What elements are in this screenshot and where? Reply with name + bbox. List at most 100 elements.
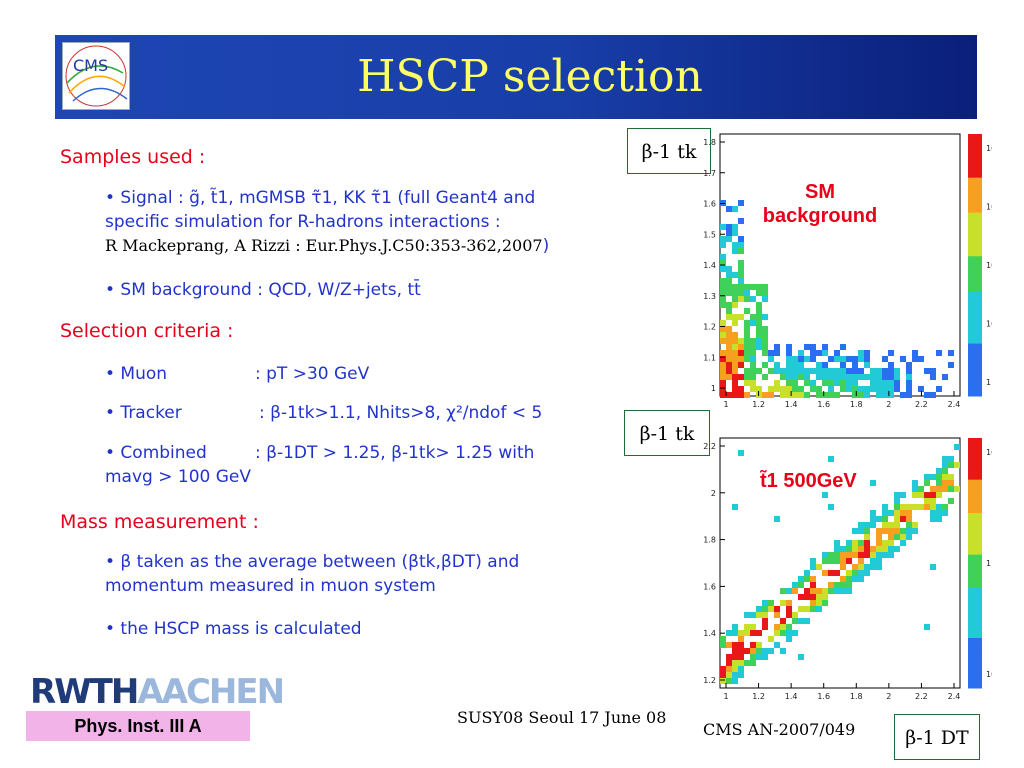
top-plot-colorbar-cell	[968, 369, 982, 380]
bottom-histogram-cell	[720, 672, 726, 678]
bottom-plot-colorbar-cell	[968, 546, 982, 556]
top-histogram-cell	[912, 356, 918, 362]
top-histogram-cell	[918, 386, 924, 392]
bottom-histogram-cell	[810, 606, 816, 612]
bottom-plot-colorbar-cell	[968, 496, 982, 506]
bottom-histogram-cell	[720, 666, 726, 672]
top-histogram-cell	[762, 326, 768, 332]
top-histogram-cell	[858, 374, 864, 380]
top-histogram-cell	[750, 350, 756, 356]
bottom-histogram-cell	[834, 552, 840, 558]
bottom-histogram-cell	[774, 612, 780, 618]
combined-label: • Combined	[105, 443, 207, 463]
bottom-histogram-cell	[888, 552, 894, 558]
top-histogram-cell	[720, 392, 726, 398]
top-plot-z-tick: 10⁴	[986, 144, 992, 153]
bottom-histogram-cell	[948, 480, 954, 486]
bottom-histogram-cell	[798, 594, 804, 600]
top-histogram-cell	[834, 356, 840, 362]
bottom-histogram-cell	[936, 510, 942, 516]
bottom-histogram-cell	[726, 654, 732, 660]
bottom-histogram-cell	[882, 504, 888, 510]
top-histogram-cell	[726, 332, 732, 338]
top-histogram-cell	[828, 356, 834, 362]
bottom-histogram-cell	[840, 582, 846, 588]
bottom-histogram-cell	[810, 600, 816, 606]
bottom-histogram-cell	[864, 570, 870, 576]
combined-line2: mavg > 100 GeV	[105, 467, 251, 487]
top-histogram-cell	[864, 362, 870, 368]
bottom-histogram-cell	[882, 516, 888, 522]
top-histogram-cell	[732, 332, 738, 338]
bottom-histogram-cell	[924, 480, 930, 486]
bottom-histogram-cell	[786, 630, 792, 636]
top-histogram-cell	[744, 380, 750, 386]
bottom-histogram-cell	[912, 528, 918, 534]
bottom-histogram-cell	[924, 504, 930, 510]
top-histogram-cell	[738, 344, 744, 350]
top-histogram-cell	[720, 362, 726, 368]
top-histogram-cell	[732, 242, 738, 248]
bottom-histogram-cell	[804, 606, 810, 612]
bottom-histogram-cell	[906, 528, 912, 534]
top-histogram-cell	[720, 338, 726, 344]
bottom-histogram-cell	[768, 648, 774, 654]
top-plot-y-tick: 1	[711, 384, 716, 393]
top-histogram-cell	[726, 224, 732, 230]
top-histogram-cell	[822, 392, 828, 398]
bottom-histogram-cell	[930, 492, 936, 498]
top-histogram-cell	[720, 374, 726, 380]
title-banner	[55, 35, 977, 119]
top-histogram-cell	[864, 350, 870, 356]
bottom-histogram-cell	[900, 492, 906, 498]
bottom-histogram-cell	[936, 486, 942, 492]
bottom-histogram-cell	[828, 570, 834, 576]
bottom-histogram-cell	[900, 534, 906, 540]
bottom-histogram-cell	[822, 558, 828, 564]
top-histogram-cell	[726, 308, 732, 314]
bottom-histogram-cell	[798, 618, 804, 624]
top-histogram-cell	[762, 362, 768, 368]
top-histogram-cell	[726, 392, 732, 398]
top-histogram-cell	[726, 266, 732, 272]
top-histogram-cell	[750, 320, 756, 326]
top-histogram-cell	[756, 284, 762, 290]
top-plot-x-tick: 2.2	[915, 400, 928, 409]
top-histogram-cell	[798, 374, 804, 380]
bottom-histogram-cell	[816, 600, 822, 606]
bottom-histogram-cell	[852, 546, 858, 552]
top-histogram-cell	[744, 320, 750, 326]
bottom-histogram-cell	[948, 474, 954, 480]
top-histogram-cell	[840, 380, 846, 386]
bottom-histogram-cell	[894, 492, 900, 498]
bottom-plot-colorbar-cell	[968, 646, 982, 656]
bottom-histogram-cell	[726, 660, 732, 666]
bottom-histogram-cell	[858, 558, 864, 564]
bottom-histogram-cell	[762, 624, 768, 630]
top-histogram-cell	[732, 290, 738, 296]
top-histogram-cell	[804, 344, 810, 350]
top-histogram-cell	[750, 296, 756, 302]
top-histogram-cell	[720, 290, 726, 296]
top-histogram-cell	[828, 380, 834, 386]
top-histogram-cell	[828, 392, 834, 398]
top-plot-x-tick: 2.4	[948, 400, 961, 409]
top-histogram-cell	[720, 278, 726, 284]
bottom-histogram-cell	[912, 522, 918, 528]
stop-500gev-label: t̃1 500GeV	[760, 470, 857, 492]
bullet-tracker: • Tracker: β-1tk>1.1, Nhits>8, χ²/ndof <…	[105, 401, 542, 425]
bottom-histogram-cell	[828, 504, 834, 510]
top-histogram-cell	[912, 350, 918, 356]
bottom-histogram-cell	[732, 642, 738, 648]
top-histogram-cell	[930, 392, 936, 398]
top-histogram-cell	[762, 284, 768, 290]
top-histogram-cell	[732, 350, 738, 356]
bullet-mass-calc: • the HSCP mass is calculated	[105, 619, 362, 639]
bottom-histogram-cell	[828, 552, 834, 558]
top-plot-z-tick: 10	[986, 320, 992, 329]
top-histogram-cell	[786, 392, 792, 398]
bottom-histogram-cell	[864, 528, 870, 534]
top-histogram-cell	[720, 242, 726, 248]
top-histogram-cell	[726, 302, 732, 308]
bottom-plot-y-tick: 1.2	[703, 676, 716, 685]
